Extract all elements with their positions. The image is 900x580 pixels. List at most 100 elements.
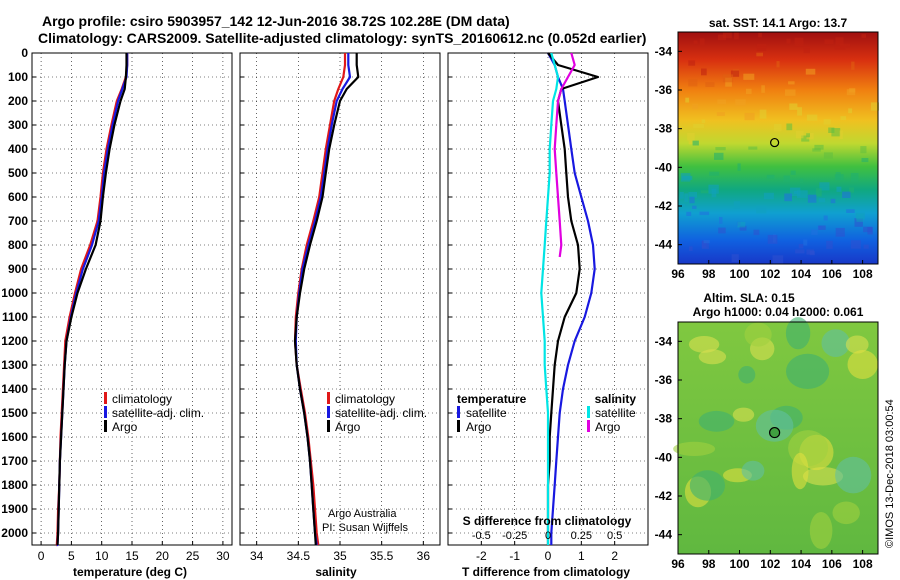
sla-blob <box>673 441 716 456</box>
sst-pixel <box>856 213 864 222</box>
sst-pixel <box>828 127 835 133</box>
sla-blob <box>785 317 811 350</box>
salinity-panel-frame <box>239 52 441 546</box>
credit-argo-australia: Argo Australia <box>328 508 397 520</box>
sst-pixel <box>699 38 705 46</box>
sst-pixel <box>831 128 841 137</box>
depth-tick-label: 1900 <box>1 502 28 516</box>
sst-pixel <box>789 103 798 110</box>
sst-argo-location-marker <box>770 137 780 148</box>
t-difference-axis-label: T difference from climatology <box>462 565 630 579</box>
temperature-axis-label: temperature (deg C) <box>73 565 187 579</box>
sst-pixel <box>854 218 863 227</box>
sst-pixel <box>870 102 879 111</box>
sst-pixel <box>795 130 804 139</box>
sst-pixel <box>807 194 817 203</box>
sst-pixel <box>848 108 853 114</box>
sst-pixel <box>744 112 755 121</box>
sst-heatmap <box>677 31 879 265</box>
depth-tick-label: 100 <box>8 70 28 84</box>
sst-pixel <box>719 217 723 224</box>
map-lon-tick-label: 106 <box>822 557 842 571</box>
map-lon-tick-label: 104 <box>791 557 811 571</box>
depth-tick-label: 1200 <box>1 334 28 348</box>
sst-map-frame <box>677 31 879 265</box>
x-tick-label: 5 <box>68 549 75 563</box>
depth-tick-label: 0 <box>21 46 28 60</box>
sst-pixel <box>714 152 724 160</box>
legend-swatch-climatology <box>327 392 330 404</box>
credit-pi: PI: Susan Wijffels <box>322 522 408 534</box>
sst-pixel <box>701 119 706 123</box>
sst-pixel <box>806 133 810 138</box>
sst-pixel <box>722 32 732 39</box>
map-lat-tick-label: -44 <box>655 528 673 542</box>
sla-blob <box>832 501 860 525</box>
map-lon-tick-label: 98 <box>702 557 716 571</box>
sla-blob <box>741 460 765 481</box>
sst-pixel <box>688 79 698 87</box>
sst-pixel <box>824 39 834 44</box>
map-lon-tick-label: 106 <box>822 267 842 281</box>
sst-pixel <box>840 43 851 48</box>
series-line-s-argo <box>553 52 576 258</box>
sla-blob <box>802 467 844 486</box>
sst-pixel <box>731 254 739 263</box>
sst-pixel <box>688 192 697 198</box>
sst-pixel <box>722 74 734 83</box>
sst-pixel <box>717 34 726 41</box>
sst-pixel <box>863 244 869 249</box>
depth-tick-label: 1100 <box>2 310 28 324</box>
sst-pixel <box>685 97 690 103</box>
x-tick-label: 34 <box>250 549 264 563</box>
series-line-satellite-adj-clim- <box>294 53 352 546</box>
imos-credit: ©IMOS 13-Dec-2018 03:00:54 <box>884 399 896 548</box>
sst-pixel <box>692 103 699 110</box>
x-tick-label: -2 <box>476 549 487 563</box>
sla-map-title-line1: Altim. SLA: 0.15 <box>703 291 795 305</box>
x-tick-label: 25 <box>186 549 200 563</box>
s-difference-tick-label: 0 <box>545 530 551 542</box>
sst-pixel <box>700 190 709 194</box>
sst-pixel <box>786 123 793 131</box>
sla-blob <box>732 407 755 422</box>
map-lat-tick-label: -42 <box>655 199 673 213</box>
sla-map-title-line2: Argo h1000: 0.04 h2000: 0.061 <box>693 305 864 319</box>
sst-pixel <box>699 211 710 216</box>
map-lon-tick-label: 104 <box>791 267 811 281</box>
sst-pixel <box>788 81 795 85</box>
map-lon-tick-label: 102 <box>760 267 780 281</box>
sst-pixel <box>861 34 866 38</box>
sla-blob <box>744 322 772 347</box>
x-tick-label: 0 <box>38 549 45 563</box>
sst-pixel <box>835 37 844 46</box>
depth-tick-label: 400 <box>8 142 28 156</box>
sst-pixel <box>793 190 798 195</box>
map-lon-tick-label: 100 <box>730 557 750 571</box>
series-layer <box>55 52 600 547</box>
sst-pixel <box>680 173 691 182</box>
sst-pixel <box>715 147 726 151</box>
sst-pixel <box>850 240 861 249</box>
sst-pixel <box>823 152 833 159</box>
map-lat-tick-label: -34 <box>655 44 673 58</box>
sst-pixel <box>776 61 780 68</box>
sst-pixel <box>703 240 710 244</box>
sst-pixel <box>834 174 844 181</box>
map-lon-tick-label: 108 <box>853 557 873 571</box>
legend-label-s-argo: Argo <box>595 420 621 434</box>
sst-pixel <box>849 187 854 193</box>
depth-tick-label: 200 <box>8 94 28 108</box>
legend-swatch-satellite-adj <box>327 406 330 418</box>
sst-pixel <box>688 140 693 145</box>
sst-pixel <box>763 192 774 200</box>
sst-map: sat. SST: 14.1 Argo: 13.7 <box>677 16 879 265</box>
map-lat-tick-label: -40 <box>655 160 673 174</box>
s-difference-tick-label: -0.25 <box>502 530 527 542</box>
sla-blob <box>847 350 878 379</box>
salinity-axis-label: salinity <box>315 565 357 579</box>
sst-pixel <box>814 144 824 150</box>
depth-tick-label: 900 <box>8 262 28 276</box>
series-line-argo <box>293 53 360 546</box>
depth-tick-label: 800 <box>8 238 28 252</box>
